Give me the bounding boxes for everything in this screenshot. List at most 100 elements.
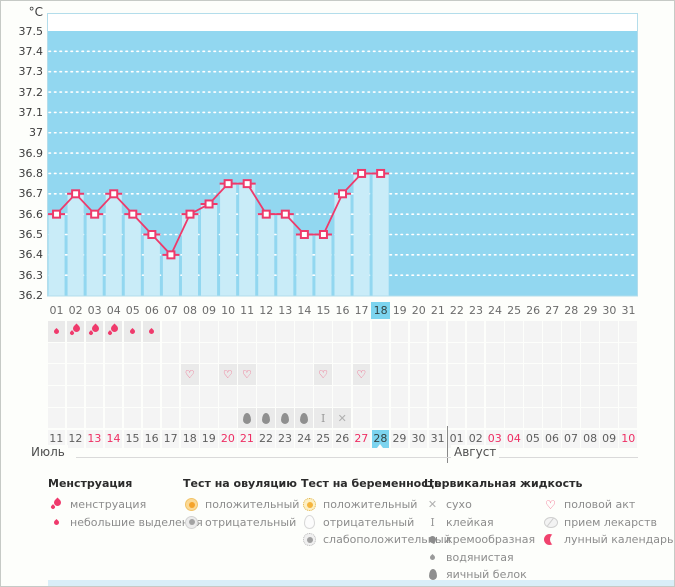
- grid-cell-cervical-fluid[interactable]: [466, 407, 485, 429]
- grid-cell-cervical-fluid[interactable]: [66, 407, 85, 429]
- grid-cell-intercourse[interactable]: ♡: [352, 364, 371, 386]
- cycle-day-label[interactable]: 06: [144, 304, 159, 317]
- temperature-point[interactable]: [376, 168, 386, 178]
- grid-cell-cervical-fluid[interactable]: [505, 407, 523, 429]
- temperature-point[interactable]: [71, 189, 81, 199]
- date-cell[interactable]: 06: [543, 430, 561, 448]
- grid-cell-intercourse[interactable]: [619, 364, 637, 386]
- cycle-day-label[interactable]: 29: [583, 304, 598, 317]
- temperature-point[interactable]: [242, 179, 252, 189]
- grid-cell-ovulation-test[interactable]: [257, 342, 275, 364]
- grid-cell-ovulation-test[interactable]: [276, 342, 294, 364]
- grid-cell-intercourse[interactable]: [85, 364, 104, 386]
- grid-cell-pregnancy-test[interactable]: [85, 386, 104, 407]
- date-cell[interactable]: 22: [257, 430, 275, 448]
- grid-cell-pregnancy-test[interactable]: [371, 386, 390, 407]
- grid-cell-pregnancy-test[interactable]: [390, 386, 409, 407]
- grid-cell-menstruation[interactable]: [180, 321, 199, 342]
- grid-cell-menstruation[interactable]: [47, 321, 66, 342]
- cycle-day-label[interactable]: 10: [221, 304, 236, 317]
- grid-cell-intercourse[interactable]: [428, 364, 447, 386]
- grid-cell-menstruation[interactable]: [600, 321, 618, 342]
- date-cell[interactable]: 10: [619, 430, 637, 448]
- grid-cell-ovulation-test[interactable]: [466, 342, 485, 364]
- temperature-point[interactable]: [280, 209, 290, 219]
- grid-cell-pregnancy-test[interactable]: [562, 386, 580, 407]
- grid-cell-cervical-fluid[interactable]: [219, 407, 237, 429]
- temperature-point[interactable]: [128, 209, 138, 219]
- date-cell[interactable]: 03: [485, 430, 504, 448]
- date-cell[interactable]: 07: [562, 430, 580, 448]
- grid-cell-cervical-fluid[interactable]: [390, 407, 409, 429]
- date-cell[interactable]: 20: [219, 430, 237, 448]
- cycle-day-label[interactable]: 07: [163, 304, 178, 317]
- grid-cell-ovulation-test[interactable]: [238, 342, 256, 364]
- cycle-day-label[interactable]: 26: [526, 304, 541, 317]
- grid-cell-intercourse[interactable]: [123, 364, 142, 386]
- grid-cell-intercourse[interactable]: [581, 364, 599, 386]
- date-cell[interactable]: 01: [447, 430, 466, 448]
- date-cell[interactable]: 11: [47, 430, 66, 448]
- grid-cell-pregnancy-test[interactable]: [352, 386, 371, 407]
- grid-cell-intercourse[interactable]: [390, 364, 409, 386]
- grid-cell-ovulation-test[interactable]: [295, 342, 313, 364]
- grid-cell-menstruation[interactable]: [276, 321, 294, 342]
- grid-cell-intercourse[interactable]: [104, 364, 123, 386]
- grid-cell-pregnancy-test[interactable]: [466, 386, 485, 407]
- grid-cell-cervical-fluid[interactable]: [200, 407, 218, 429]
- grid-cell-pregnancy-test[interactable]: [257, 386, 275, 407]
- grid-cell-pregnancy-test[interactable]: [428, 386, 447, 407]
- grid-cell-pregnancy-test[interactable]: [238, 386, 256, 407]
- grid-cell-cervical-fluid[interactable]: [543, 407, 561, 429]
- date-cell[interactable]: 04: [505, 430, 523, 448]
- grid-cell-ovulation-test[interactable]: [428, 342, 447, 364]
- grid-cell-ovulation-test[interactable]: [47, 342, 66, 364]
- grid-cell-intercourse[interactable]: [371, 364, 390, 386]
- grid-cell-intercourse[interactable]: [161, 364, 180, 386]
- temperature-point[interactable]: [318, 230, 328, 239]
- grid-cell-cervical-fluid[interactable]: [485, 407, 504, 429]
- temperature-point[interactable]: [90, 209, 100, 219]
- grid-cell-menstruation[interactable]: [104, 321, 123, 342]
- cycle-day-label[interactable]: 18: [371, 302, 391, 319]
- grid-cell-ovulation-test[interactable]: [485, 342, 504, 364]
- grid-cell-menstruation[interactable]: [390, 321, 409, 342]
- date-cell[interactable]: 21: [238, 430, 256, 448]
- grid-cell-intercourse[interactable]: [505, 364, 523, 386]
- grid-cell-pregnancy-test[interactable]: [543, 386, 561, 407]
- grid-cell-menstruation[interactable]: [161, 321, 180, 342]
- grid-cell-pregnancy-test[interactable]: [142, 386, 161, 407]
- grid-cell-pregnancy-test[interactable]: [66, 386, 85, 407]
- cycle-day-label[interactable]: 19: [392, 304, 407, 317]
- grid-cell-cervical-fluid[interactable]: [104, 407, 123, 429]
- grid-cell-ovulation-test[interactable]: [123, 342, 142, 364]
- grid-cell-menstruation[interactable]: [123, 321, 142, 342]
- date-cell[interactable]: 15: [123, 430, 142, 448]
- grid-cell-cervical-fluid[interactable]: [257, 407, 275, 429]
- grid-cell-menstruation[interactable]: [85, 321, 104, 342]
- date-cell[interactable]: 26: [333, 430, 352, 448]
- grid-cell-cervical-fluid[interactable]: [409, 407, 428, 429]
- grid-cell-cervical-fluid[interactable]: [180, 407, 199, 429]
- grid-cell-ovulation-test[interactable]: [447, 342, 466, 364]
- cycle-day-label[interactable]: 30: [602, 304, 617, 317]
- grid-cell-menstruation[interactable]: [428, 321, 447, 342]
- grid-cell-menstruation[interactable]: [66, 321, 85, 342]
- grid-cell-pregnancy-test[interactable]: [333, 386, 352, 407]
- date-cell[interactable]: 23: [276, 430, 294, 448]
- grid-cell-ovulation-test[interactable]: [505, 342, 523, 364]
- grid-cell-intercourse[interactable]: ♡: [180, 364, 199, 386]
- grid-cell-cervical-fluid[interactable]: ✕: [333, 407, 352, 429]
- date-cell[interactable]: 16: [142, 430, 161, 448]
- grid-cell-intercourse[interactable]: [66, 364, 85, 386]
- grid-cell-cervical-fluid[interactable]: [600, 407, 618, 429]
- grid-cell-intercourse[interactable]: [295, 364, 313, 386]
- cycle-day-label[interactable]: 08: [182, 304, 197, 317]
- grid-cell-ovulation-test[interactable]: [333, 342, 352, 364]
- grid-cell-menstruation[interactable]: [371, 321, 390, 342]
- grid-cell-ovulation-test[interactable]: [200, 342, 218, 364]
- grid-cell-menstruation[interactable]: [485, 321, 504, 342]
- date-cell[interactable]: 29: [390, 430, 409, 448]
- date-cell[interactable]: 25: [314, 430, 332, 448]
- cycle-day-label[interactable]: 01: [49, 304, 64, 317]
